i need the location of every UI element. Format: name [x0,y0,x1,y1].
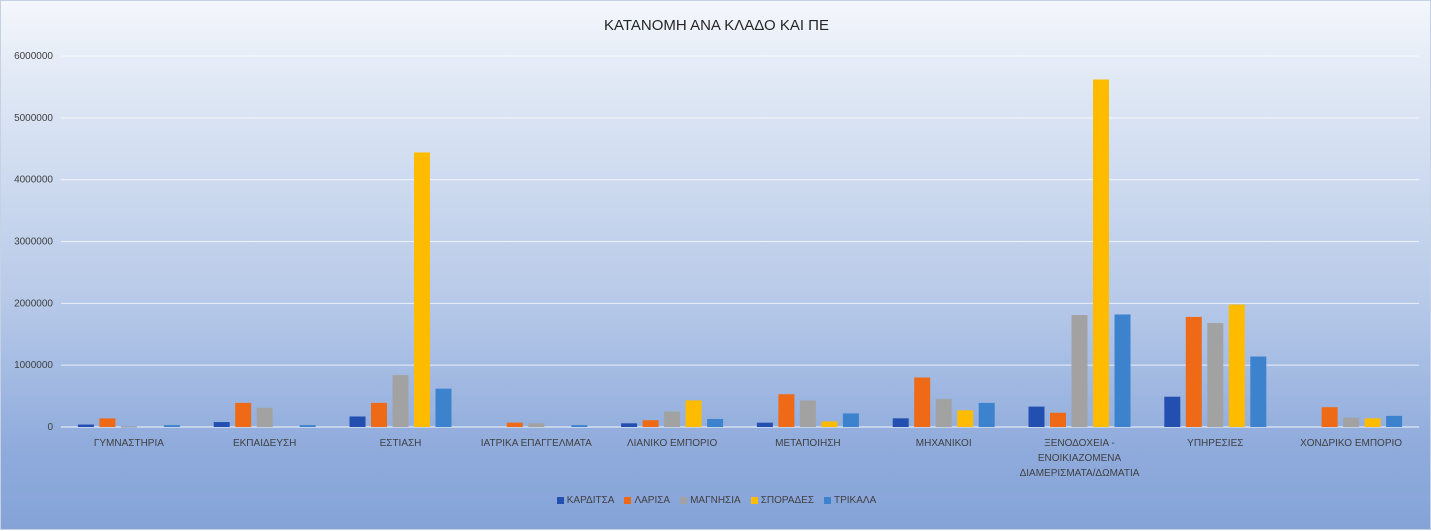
x-tick-label: ΞΕΝΟΔΟΧΕΙΑ - ΕΝΟΙΚΙΑΖΟΜΕΝΑ ΔΙΑΜΕΡΙΣΜΑΤΑ/ΔΩ… [1020,438,1140,479]
bar [371,402,387,427]
legend-swatch [824,497,831,504]
bar [756,422,773,427]
x-tick-label-line: ΕΣΤΙΑΣΗ [380,438,422,449]
bar [778,394,795,427]
bar [349,416,366,427]
x-tick-label-line: ΥΠΗΡΕΣΙΕΣ [1187,438,1243,449]
legend-item: ΜΑΓΝΗΣΙΑ [680,495,741,506]
bar [707,418,724,427]
bar [892,418,909,427]
bar [120,426,137,428]
bar [414,152,430,427]
legend-swatch [624,497,632,504]
bar [299,425,316,427]
bar [978,402,995,427]
bar [685,400,702,427]
bars [77,79,1403,428]
bar [77,424,94,427]
bar [842,413,859,427]
bar [1114,314,1131,427]
y-tick-label: 3000000 [14,237,53,248]
x-tick-label: ΕΚΠΑΙΔΕΥΣΗ [233,438,296,449]
bar [621,423,638,427]
legend-item: ΚΑΡΔΙΤΣΑ [556,495,615,506]
y-tick-label: 5000000 [14,113,53,124]
bar [528,423,545,427]
bar [163,425,180,427]
x-tick-label-line: ΙΑΤΡΙΚΑ ΕΠΑΓΓΕΛΜΑΤΑ [481,438,592,449]
legend-label: ΤΡΙΚΑΛΑ [834,495,877,506]
bar [1364,418,1381,427]
x-tick-label-line: ΧΟΝΔΡΙΚΟ ΕΜΠΟΡΙΟ [1300,438,1402,449]
bar [1250,356,1267,427]
bar [1164,396,1181,427]
bar [1321,407,1338,427]
bar [1343,417,1360,427]
bar [235,402,252,427]
x-tick-label-line: ΞΕΝΟΔΟΧΕΙΑ - [1044,438,1115,449]
legend-swatch [556,497,564,504]
x-tick-label: ΜΗΧΑΝΙΚΟΙ [916,438,972,449]
bar [1093,79,1109,427]
bar [506,422,523,427]
bar [957,410,974,427]
x-axis-labels: ΓΥΜΝΑΣΤΗΡΙΑ ΕΚΠΑΙΔΕΥΣΗ ΕΣΤΙΑΣΗ ΙΑΤΡΙΚΑ ΕΠΑΓ… [94,438,1402,479]
bar [256,407,273,427]
x-tick-label: ΓΥΜΝΑΣΤΗΡΙΑ [94,438,164,449]
bar [914,377,931,427]
bar [1185,316,1202,427]
legend-label: ΜΑΓΝΗΣΙΑ [690,495,741,506]
bar [1207,323,1224,427]
bar [1228,304,1245,427]
bar [1050,412,1066,427]
x-tick-label-line: ΕΚΠΑΙΔΕΥΣΗ [233,438,296,449]
bar [642,420,659,427]
legend: ΚΑΡΔΙΤΣΑ ΛΑΡΙΣΑ ΜΑΓΝΗΣΙΑ ΣΠΟΡΑΔΕΣ ΤΡΙΚΑΛΑ [1,495,1431,506]
x-tick-label: ΧΟΝΔΡΙΚΟ ΕΜΠΟΡΙΟ [1300,438,1402,449]
y-tick-label: 6000000 [14,51,53,62]
legend-item: ΤΡΙΚΑΛΑ [824,495,876,506]
bar [99,418,116,427]
bar [213,422,230,427]
bar [392,375,409,427]
legend-swatch [750,497,758,504]
legend-label: ΚΑΡΔΙΤΣΑ [566,495,615,506]
y-tick-label: 4000000 [14,175,53,186]
x-tick-label: ΕΣΤΙΑΣΗ [380,438,422,449]
bar [1071,315,1088,427]
y-tick-label: 0 [47,422,53,433]
bar [571,425,588,427]
chart-title: ΚΑΤΑΝΟΜΗ ΑΝΑ ΚΛΑΔΟ ΚΑΙ ΠΕ [603,17,830,34]
legend-label: ΛΑΡΙΣΑ [634,495,671,506]
x-tick-label-line: ΛΙΑΝΙΚΟ ΕΜΠΟΡΙΟ [627,438,717,449]
x-tick-label-line: ΓΥΜΝΑΣΤΗΡΙΑ [94,438,164,449]
legend-swatch [680,497,688,504]
y-tick-label: 1000000 [14,360,53,371]
x-tick-label: ΛΙΑΝΙΚΟ ΕΜΠΟΡΙΟ [627,438,717,449]
bar [1028,406,1045,427]
x-tick-label-line: ΔΙΑΜΕΡΙΣΜΑΤΑ/ΔΩΜΑΤΙΑ [1020,468,1140,479]
bar [1386,415,1403,427]
x-tick-label: ΙΑΤΡΙΚΑ ΕΠΑΓΓΕΛΜΑΤΑ [481,438,592,449]
bar [799,400,816,427]
x-tick-label-line: ΜΗΧΑΝΙΚΟΙ [916,438,972,449]
bar [821,421,838,427]
bar [664,411,681,427]
x-tick-label-line: ΜΕΤΑΠΟΙΗΣΗ [775,438,840,449]
x-tick-label-line: ΕΝΟΙΚΙΑΖΟΜΕΝΑ [1038,453,1122,464]
y-axis-ticks: 0 1000000 2000000 3000000 4000000 5000000 6000… [14,51,53,433]
x-tick-label: ΜΕΤΑΠΟΙΗΣΗ [775,438,840,449]
x-tick-label: ΥΠΗΡΕΣΙΕΣ [1187,438,1243,449]
y-tick-label: 2000000 [14,298,53,309]
bar [935,399,952,427]
legend-label: ΣΠΟΡΑΔΕΣ [760,495,814,506]
legend-item: ΣΠΟΡΑΔΕΣ [750,495,814,506]
legend-item: ΛΑΡΙΣΑ [624,495,670,506]
bar [435,388,452,427]
